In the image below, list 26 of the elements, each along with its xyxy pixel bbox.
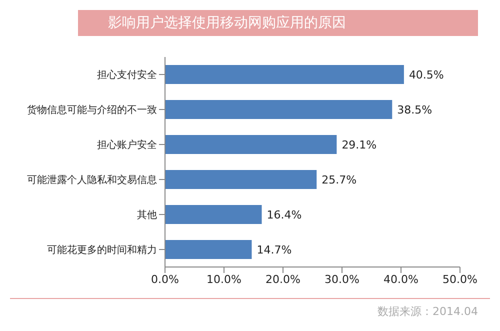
x-tick-label: 40.0% bbox=[384, 272, 418, 286]
x-tick-label: 0.0% bbox=[151, 272, 179, 286]
y-tick-label: 可能泄露个人隐私和交易信息 bbox=[27, 174, 157, 186]
bar bbox=[165, 100, 392, 119]
data-label: 16.4% bbox=[266, 208, 302, 222]
data-label: 29.1% bbox=[342, 138, 377, 152]
bar bbox=[165, 205, 262, 224]
data-label: 25.7% bbox=[322, 173, 357, 186]
chart-title: 影响用户选择使用移动网购应用的原因 bbox=[78, 10, 478, 36]
x-tick-label: 20.0% bbox=[266, 272, 300, 286]
y-tick-label: 担心账户安全 bbox=[97, 139, 157, 152]
y-tick-label: 货物信息可能与介绍的不一致 bbox=[27, 104, 157, 116]
data-label: 40.5% bbox=[408, 68, 444, 82]
data-label: 38.5% bbox=[397, 103, 432, 116]
bar bbox=[165, 240, 252, 259]
x-tick-label: 10.0% bbox=[206, 272, 242, 286]
bar bbox=[165, 65, 404, 84]
x-tick-label: 50.0% bbox=[442, 272, 478, 286]
y-tick-label: 其他 bbox=[137, 209, 157, 222]
source-note: 数据来源：2014.04 bbox=[378, 304, 478, 319]
x-tick-label: 30.0% bbox=[324, 272, 360, 286]
bar bbox=[165, 135, 337, 154]
y-tick-label: 担心支付安全 bbox=[97, 69, 157, 82]
data-label: 14.7% bbox=[256, 243, 292, 256]
y-tick-label: 可能花更多的时间和精力 bbox=[47, 244, 157, 256]
bar bbox=[165, 170, 317, 189]
